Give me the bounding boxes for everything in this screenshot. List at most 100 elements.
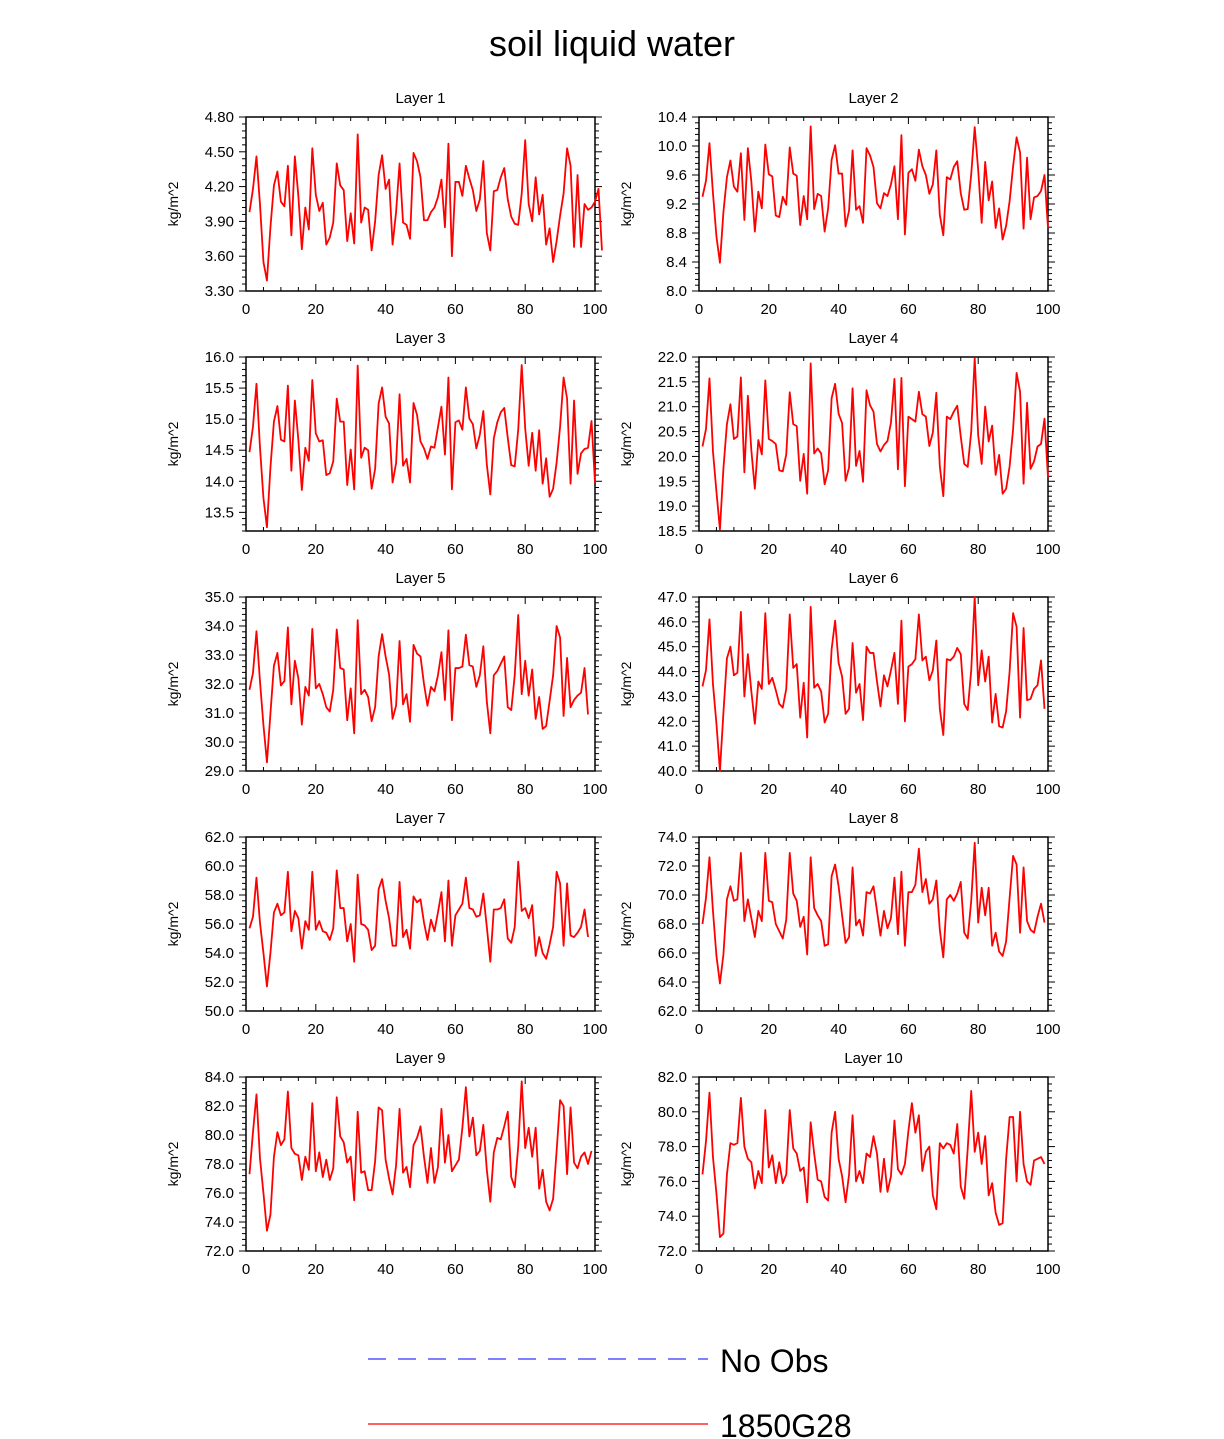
panel-layer-7: Layer 7 kg/m^2 0 20 40 60 80 100 50.0 52.0 54.0 56.… <box>165 810 608 1038</box>
x-tick-label: 100 <box>582 781 607 798</box>
x-tick-label: 80 <box>970 541 987 558</box>
y-tick-label: 43.0 <box>658 688 687 705</box>
x-tick-label: 20 <box>307 301 324 318</box>
y-tick-label: 14.5 <box>205 442 234 459</box>
series-line-1850g28 <box>248 614 589 764</box>
x-tick-label: 0 <box>695 1261 703 1278</box>
x-tick-label: 40 <box>377 541 394 558</box>
x-tick-label: 40 <box>830 541 847 558</box>
y-tick-label: 22.0 <box>658 349 687 366</box>
y-tick-label: 80.0 <box>205 1127 234 1144</box>
y-tick-label: 70.0 <box>658 887 687 904</box>
y-tick-label: 54.0 <box>205 945 234 962</box>
x-tick-label: 100 <box>1035 541 1060 558</box>
y-tick-label: 18.5 <box>658 523 687 540</box>
y-tick-label: 46.0 <box>658 614 687 631</box>
series-line-1850g28 <box>701 125 1049 264</box>
y-tick-label: 33.0 <box>205 647 234 664</box>
x-tick-label: 0 <box>242 1021 250 1038</box>
y-tick-label: 47.0 <box>658 589 687 606</box>
x-tick-label: 0 <box>242 301 250 318</box>
y-tick-label: 72.0 <box>658 1243 687 1260</box>
plot-frame <box>698 116 1049 292</box>
x-tick-label: 100 <box>582 1021 607 1038</box>
x-tick-label: 60 <box>900 781 917 798</box>
y-tick-label: 74.0 <box>205 1214 234 1231</box>
y-axis-label: kg/m^2 <box>618 661 634 706</box>
x-tick-label: 100 <box>1035 301 1060 318</box>
x-tick-label: 80 <box>517 301 534 318</box>
x-tick-label: 20 <box>307 1021 324 1038</box>
y-tick-label: 19.5 <box>658 473 687 490</box>
x-tick-label: 100 <box>1035 781 1060 798</box>
y-tick-label: 16.0 <box>205 349 234 366</box>
y-axis-label: kg/m^2 <box>165 421 181 466</box>
y-tick-label: 3.30 <box>205 283 234 300</box>
legend: No Obs 1850G28 <box>368 1343 852 1439</box>
x-tick-label: 40 <box>377 1261 394 1278</box>
x-tick-label: 0 <box>695 1021 703 1038</box>
y-tick-label: 82.0 <box>658 1069 687 1086</box>
main-title: soil liquid water <box>489 23 735 64</box>
x-tick-label: 0 <box>695 541 703 558</box>
series-line-1850g28 <box>248 1080 593 1232</box>
x-tick-label: 100 <box>582 1261 607 1278</box>
series-line-1850g28 <box>248 133 603 282</box>
x-tick-label: 40 <box>377 301 394 318</box>
panel-layer-6: Layer 6 kg/m^2 0 20 40 60 80 100 40.0 41.0 42.0 43.… <box>618 570 1061 798</box>
y-tick-label: 14.0 <box>205 473 234 490</box>
x-tick-label: 80 <box>517 781 534 798</box>
y-tick-label: 19.0 <box>658 498 687 515</box>
x-tick-label: 20 <box>307 1261 324 1278</box>
panel-title: Layer 4 <box>848 330 898 347</box>
y-tick-label: 78.0 <box>658 1139 687 1156</box>
x-tick-label: 40 <box>830 781 847 798</box>
x-tick-label: 60 <box>447 1021 464 1038</box>
y-tick-label: 60.0 <box>205 858 234 875</box>
x-tick-label: 20 <box>760 781 777 798</box>
y-tick-label: 78.0 <box>205 1156 234 1173</box>
y-tick-label: 76.0 <box>658 1173 687 1190</box>
y-tick-label: 35.0 <box>205 589 234 606</box>
y-tick-label: 9.6 <box>666 167 687 184</box>
panel-title: Layer 8 <box>848 810 898 827</box>
legend-label-1850g28: 1850G28 <box>720 1408 852 1439</box>
y-axis-label: kg/m^2 <box>618 421 634 466</box>
panel-title: Layer 5 <box>395 570 445 587</box>
y-tick-label: 56.0 <box>205 916 234 933</box>
series-line-1850g28 <box>248 364 596 529</box>
y-axis-label: kg/m^2 <box>165 1141 181 1186</box>
x-tick-label: 0 <box>242 541 250 558</box>
y-tick-label: 62.0 <box>658 1003 687 1020</box>
y-tick-label: 10.4 <box>658 109 687 126</box>
panel-layer-4: Layer 4 kg/m^2 0 20 40 60 80 100 18.5 19.0 19.5 20.… <box>618 330 1061 558</box>
x-tick-label: 40 <box>830 1261 847 1278</box>
x-tick-label: 100 <box>1035 1021 1060 1038</box>
y-tick-label: 4.50 <box>205 144 234 161</box>
x-tick-label: 60 <box>447 1261 464 1278</box>
y-tick-label: 42.0 <box>658 713 687 730</box>
panel-layer-3: Layer 3 kg/m^2 0 20 40 60 80 100 13.5 14.0 14.5 15.… <box>165 330 608 558</box>
panel-title: Layer 1 <box>395 90 445 107</box>
y-axis-label: kg/m^2 <box>165 901 181 946</box>
y-tick-label: 8.0 <box>666 283 687 300</box>
y-tick-label: 21.5 <box>658 374 687 391</box>
y-tick-label: 15.0 <box>205 411 234 428</box>
y-axis-label: kg/m^2 <box>165 181 181 226</box>
x-tick-label: 0 <box>695 301 703 318</box>
x-tick-label: 80 <box>970 1261 987 1278</box>
x-tick-label: 60 <box>900 301 917 318</box>
y-tick-label: 68.0 <box>658 916 687 933</box>
x-tick-label: 20 <box>307 541 324 558</box>
x-tick-label: 20 <box>760 541 777 558</box>
legend-label-no-obs: No Obs <box>720 1343 828 1379</box>
plot-frame <box>245 1076 596 1252</box>
panel-layer-8: Layer 8 kg/m^2 0 20 40 60 80 100 62.0 64.0 66.0 68.… <box>618 810 1061 1038</box>
y-tick-label: 72.0 <box>658 858 687 875</box>
y-tick-label: 44.0 <box>658 664 687 681</box>
x-tick-label: 60 <box>447 301 464 318</box>
panel-title: Layer 9 <box>395 1050 445 1067</box>
panel-layer-2: Layer 2 kg/m^2 0 20 40 60 80 100 8.0 8.4 8.8 9.2 9.6… <box>618 90 1061 318</box>
x-tick-label: 40 <box>830 1021 847 1038</box>
panels-group: Layer 1 kg/m^2 0 20 40 60 80 100 3.30 3.60 3.90 4.2… <box>165 90 1061 1278</box>
